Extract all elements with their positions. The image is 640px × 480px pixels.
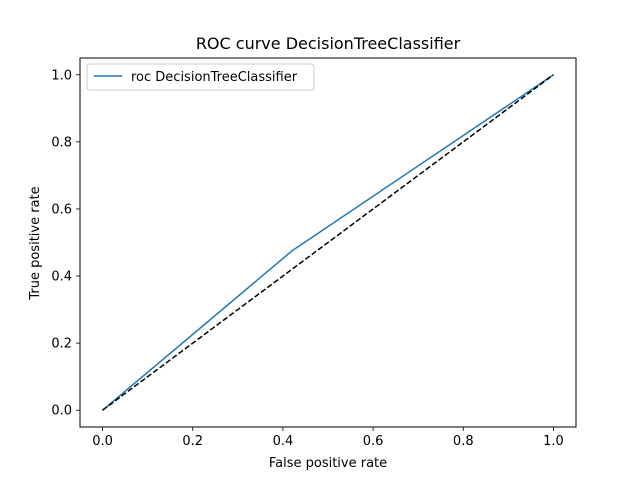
y-axis-ticks: 0.0 0.2 0.4 0.6 0.8 1.0 [51,68,80,419]
chart-title: ROC curve DecisionTreeClassifier [196,34,461,53]
y-tick-label: 0.2 [51,337,72,352]
x-axis-ticks: 0.0 0.2 0.4 0.6 0.8 1.0 [92,427,564,449]
legend-box [86,63,315,91]
reference-diagonal-line [102,74,554,411]
legend: roc DecisionTreeClassifier [86,63,315,91]
x-tick-label: 0.2 [182,434,203,449]
x-tick-label: 0.8 [453,434,474,449]
x-tick-label: 0.4 [273,434,294,449]
x-tick-label: 0.6 [363,434,384,449]
y-tick-label: 1.0 [51,68,72,83]
x-tick-label: 0.0 [92,434,113,449]
y-tick-label: 0.8 [51,135,72,150]
roc-curve-line [102,74,554,411]
x-tick-label: 1.0 [543,434,564,449]
y-tick-label: 0.4 [51,270,72,285]
plot-frame [79,57,577,428]
legend-label: roc DecisionTreeClassifier [131,70,298,85]
x-axis-label: False positive rate [269,456,387,471]
y-axis-label: True positive rate [28,186,43,300]
y-tick-label: 0.6 [51,202,72,217]
plot-lines [102,74,554,411]
y-tick-label: 0.0 [51,404,72,419]
